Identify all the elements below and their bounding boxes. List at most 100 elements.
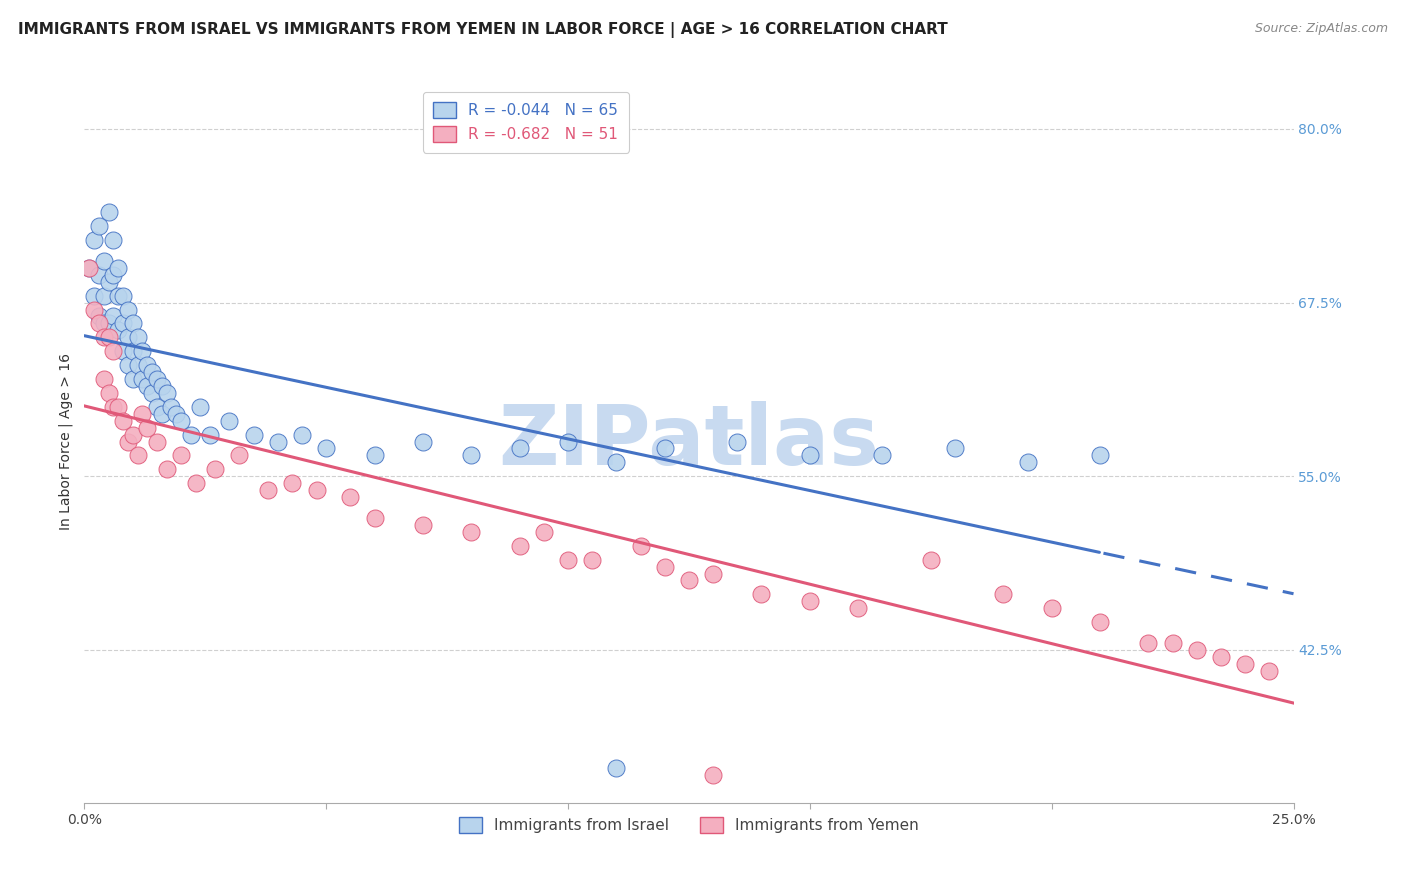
Point <box>267 434 290 449</box>
Point <box>77 260 100 275</box>
Text: Source: ZipAtlas.com: Source: ZipAtlas.com <box>1254 22 1388 36</box>
Point <box>112 414 135 428</box>
Point <box>121 427 143 442</box>
Point <box>103 344 125 359</box>
Point <box>184 476 207 491</box>
Point <box>702 566 724 581</box>
Point <box>1209 649 1232 664</box>
Point <box>117 358 139 372</box>
Point <box>678 574 700 588</box>
Point <box>460 449 482 463</box>
Point <box>170 449 193 463</box>
Point <box>93 330 115 344</box>
Point <box>943 442 966 456</box>
Point <box>155 462 177 476</box>
Point <box>112 288 135 302</box>
Point <box>87 268 110 282</box>
Point <box>160 400 183 414</box>
Point <box>725 434 748 449</box>
Point <box>136 420 159 434</box>
Point <box>87 310 110 324</box>
Point <box>83 288 105 302</box>
Point <box>107 288 129 302</box>
Point <box>509 442 531 456</box>
Point <box>127 449 149 463</box>
Point <box>127 330 149 344</box>
Point <box>630 539 652 553</box>
Point <box>117 434 139 449</box>
Point <box>150 379 173 393</box>
Point <box>1258 664 1281 678</box>
Point <box>198 427 221 442</box>
Point <box>1017 455 1039 469</box>
Point <box>412 517 434 532</box>
Point <box>751 587 773 601</box>
Point <box>557 552 579 566</box>
Point <box>107 260 129 275</box>
Point <box>218 414 240 428</box>
Point <box>117 302 139 317</box>
Point <box>846 601 869 615</box>
Point <box>141 385 163 400</box>
Point <box>509 539 531 553</box>
Point <box>112 317 135 331</box>
Point <box>204 462 226 476</box>
Point <box>1185 643 1208 657</box>
Point <box>77 260 100 275</box>
Point <box>291 427 314 442</box>
Point <box>131 407 153 421</box>
Point <box>363 449 385 463</box>
Point <box>103 310 125 324</box>
Point <box>141 365 163 379</box>
Point <box>93 288 115 302</box>
Point <box>339 490 361 504</box>
Point <box>107 323 129 337</box>
Point <box>97 275 120 289</box>
Point <box>228 449 250 463</box>
Point <box>97 317 120 331</box>
Point <box>136 379 159 393</box>
Point <box>460 524 482 539</box>
Point <box>1088 615 1111 630</box>
Point <box>242 427 264 442</box>
Point <box>97 385 120 400</box>
Point <box>872 449 894 463</box>
Point <box>605 761 627 775</box>
Text: ZIPatlas: ZIPatlas <box>499 401 879 482</box>
Point <box>557 434 579 449</box>
Point <box>799 449 821 463</box>
Point <box>1137 636 1160 650</box>
Point <box>1088 449 1111 463</box>
Point <box>581 552 603 566</box>
Point <box>363 511 385 525</box>
Point <box>146 400 169 414</box>
Point <box>117 330 139 344</box>
Y-axis label: In Labor Force | Age > 16: In Labor Force | Age > 16 <box>59 353 73 530</box>
Point <box>97 330 120 344</box>
Point <box>87 317 110 331</box>
Point <box>127 358 149 372</box>
Point <box>799 594 821 608</box>
Point <box>121 372 143 386</box>
Point <box>257 483 280 498</box>
Point <box>654 442 676 456</box>
Point <box>412 434 434 449</box>
Point <box>305 483 328 498</box>
Point <box>1161 636 1184 650</box>
Point <box>97 205 120 219</box>
Text: IMMIGRANTS FROM ISRAEL VS IMMIGRANTS FROM YEMEN IN LABOR FORCE | AGE > 16 CORREL: IMMIGRANTS FROM ISRAEL VS IMMIGRANTS FRO… <box>18 22 948 38</box>
Point <box>107 400 129 414</box>
Point <box>993 587 1015 601</box>
Point <box>93 317 115 331</box>
Point <box>83 233 105 247</box>
Point <box>136 358 159 372</box>
Point <box>121 317 143 331</box>
Point <box>121 344 143 359</box>
Point <box>131 372 153 386</box>
Point <box>180 427 202 442</box>
Point <box>112 344 135 359</box>
Point <box>83 302 105 317</box>
Point <box>93 253 115 268</box>
Point <box>165 407 187 421</box>
Point <box>150 407 173 421</box>
